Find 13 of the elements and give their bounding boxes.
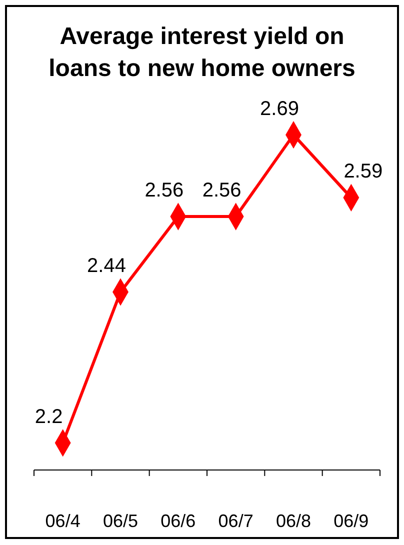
x-tick-label: 06/9 — [334, 511, 369, 531]
data-label: 2.2 — [34, 406, 63, 428]
x-tick-label: 06/8 — [276, 511, 312, 531]
data-label: 2.69 — [260, 98, 299, 120]
x-tick-label: 06/7 — [218, 511, 254, 531]
data-label: 2.44 — [87, 254, 126, 277]
data-label: 2.59 — [344, 160, 383, 183]
x-tick-label: 06/5 — [102, 511, 138, 531]
x-tick-label: 06/6 — [160, 511, 196, 531]
data-label: 2.56 — [202, 180, 242, 202]
x-tick-label: 06/4 — [45, 511, 80, 531]
data-label: 2.56 — [144, 180, 184, 202]
chart-title: Average interest yield on loans to new home owners — [48, 23, 356, 82]
